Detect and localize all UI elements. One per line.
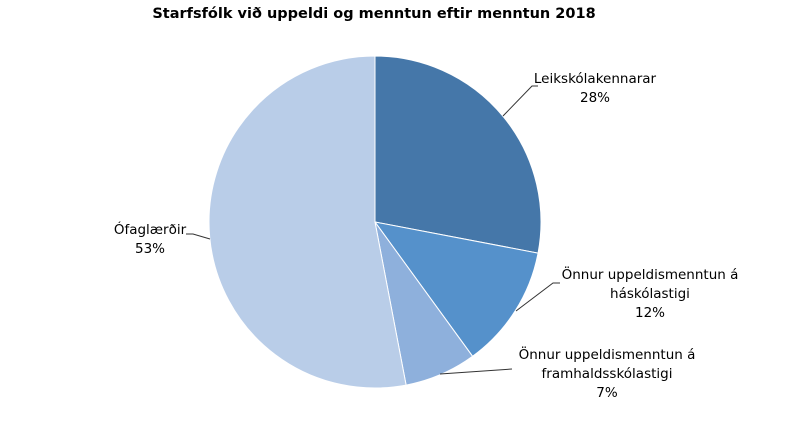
leader-line	[502, 85, 538, 117]
label-name: Ófaglærðir	[113, 222, 187, 238]
label-percent: 28%	[579, 90, 610, 106]
label-name: Leikskólakennarar	[533, 71, 657, 87]
leader-line	[439, 368, 513, 375]
label-percent: 12%	[634, 305, 665, 321]
pie-slice	[208, 55, 407, 389]
pie-slice	[374, 55, 542, 254]
label-percent: 53%	[134, 241, 165, 257]
pie-slice	[373, 221, 539, 357]
label-framhaldsskolastigi: Önnur uppeldismenntun á framhaldsskólast…	[512, 346, 702, 403]
chart-title: Starfsfólk við uppeldi og menntun eftir …	[152, 6, 596, 22]
label-name: Önnur uppeldismenntun á	[561, 267, 739, 283]
label-name-line2: háskólastigi	[610, 286, 690, 302]
leader-line	[515, 282, 560, 312]
label-name-line2: framhaldsskólastigi	[541, 366, 673, 382]
leader-line	[186, 233, 211, 240]
label-haskolastigi: Önnur uppeldismenntun á háskólastigi 12%	[560, 266, 740, 323]
label-name: Önnur uppeldismenntun á	[518, 347, 696, 363]
label-percent: 7%	[596, 385, 618, 401]
label-ofaglaerdir: Ófaglærðir 53%	[110, 221, 190, 259]
label-leikskolakennarar: Leikskólakennarar 28%	[530, 70, 660, 108]
